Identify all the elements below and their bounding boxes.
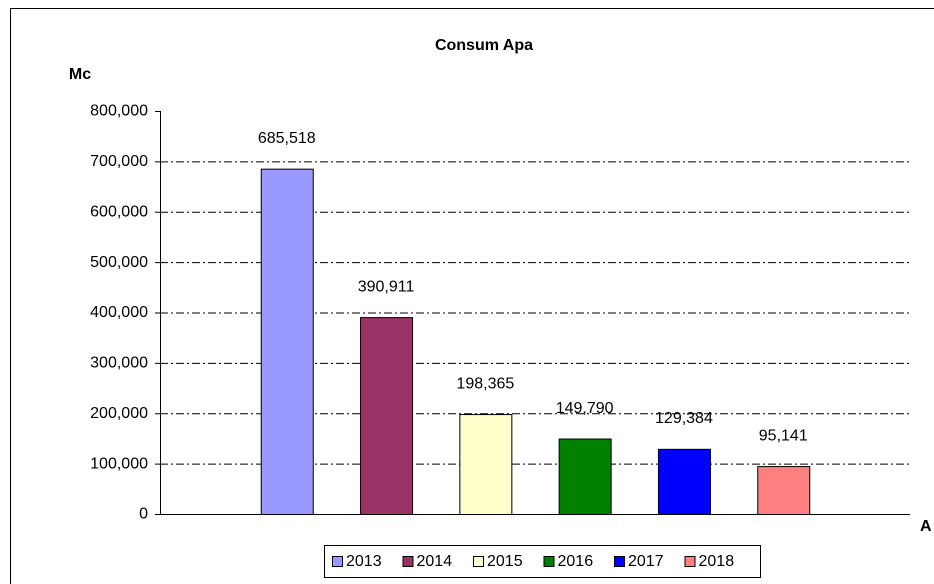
legend-swatch bbox=[684, 556, 696, 567]
legend-swatch bbox=[473, 556, 484, 567]
data-label: 149,790 bbox=[556, 400, 614, 417]
y-tick-label: 400,000 bbox=[90, 304, 148, 321]
legend-swatch bbox=[332, 556, 343, 567]
y-tick-label: 800,000 bbox=[90, 103, 148, 120]
data-label: 198,365 bbox=[456, 375, 514, 392]
bar bbox=[558, 438, 612, 515]
data-label: 685,518 bbox=[258, 130, 316, 147]
y-axis-label: Mc bbox=[69, 66, 91, 83]
legend-swatch bbox=[402, 556, 414, 567]
y-tick-label: 500,000 bbox=[90, 254, 148, 271]
bar bbox=[459, 414, 513, 516]
y-tick-label: 300,000 bbox=[90, 355, 148, 372]
data-label: 390,911 bbox=[358, 278, 415, 295]
legend-label: 2014 bbox=[417, 553, 453, 570]
legend-label: 2018 bbox=[699, 553, 735, 570]
x-axis-label: A bbox=[920, 518, 932, 535]
bar bbox=[757, 466, 811, 516]
legend-label: 2017 bbox=[628, 553, 664, 570]
y-tick-label: 700,000 bbox=[90, 153, 148, 170]
data-label: 95,141 bbox=[759, 427, 808, 444]
y-tick-label: 200,000 bbox=[90, 405, 148, 422]
legend-label: 2013 bbox=[346, 553, 382, 570]
bar bbox=[657, 448, 711, 516]
chart-title: Consum Apa bbox=[435, 37, 533, 54]
legend-label: 2016 bbox=[558, 553, 594, 570]
bar bbox=[360, 317, 414, 515]
legend-label: 2015 bbox=[487, 553, 523, 570]
legend-swatch bbox=[543, 556, 555, 567]
y-tick-label: 100,000 bbox=[90, 455, 148, 472]
legend-swatch bbox=[614, 556, 625, 567]
y-tick-label: 600,000 bbox=[90, 203, 148, 220]
y-tick-label: 0 bbox=[139, 506, 148, 523]
bar bbox=[260, 168, 314, 515]
data-label: 129,384 bbox=[655, 410, 713, 427]
